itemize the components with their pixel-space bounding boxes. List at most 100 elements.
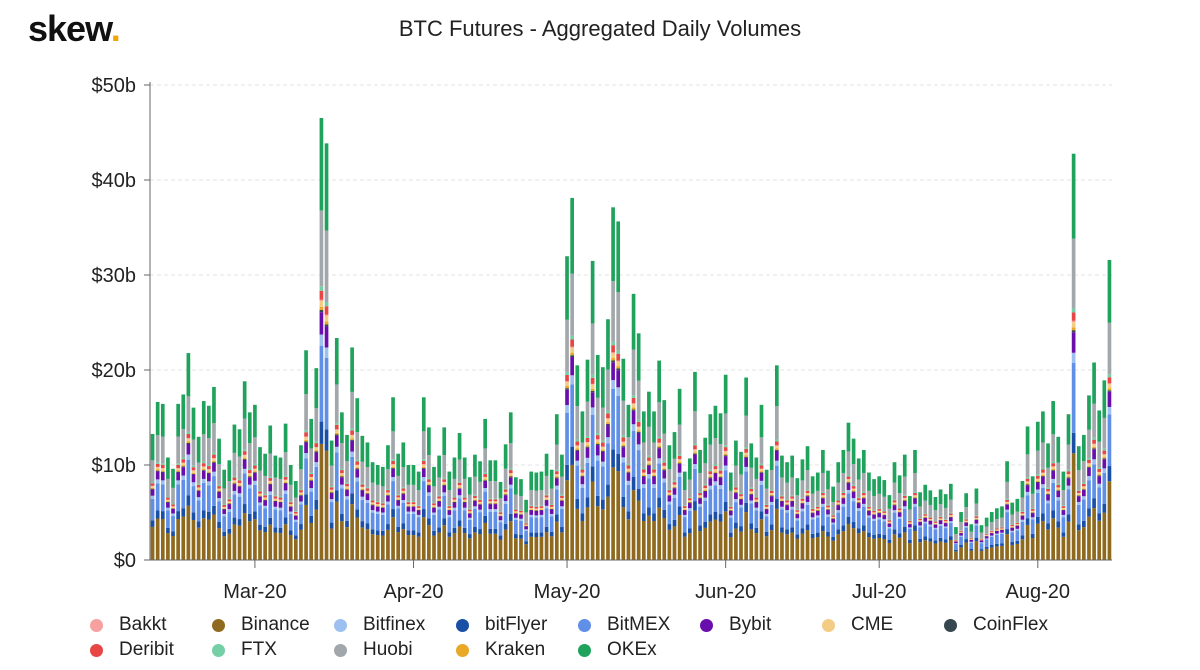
bar-segment-bybit	[698, 498, 702, 504]
bar-segment-bitflyer	[754, 527, 759, 534]
legend-item-bakkt[interactable]: Bakkt	[90, 614, 212, 636]
bar-segment-coinflex	[631, 409, 636, 411]
legend-item-coinflex[interactable]: CoinFlex	[944, 614, 1066, 636]
bar-segment-okex	[774, 365, 779, 407]
bar-segment-bitmex	[647, 478, 651, 508]
legend-item-kraken[interactable]: Kraken	[456, 639, 578, 661]
bar-segment-bakkt	[595, 439, 600, 440]
bar-segment-bybit	[432, 507, 436, 513]
bar-segment-binance	[263, 532, 267, 560]
bar-segment-bitflyer	[913, 525, 917, 532]
bar-segment-coinflex	[708, 477, 713, 479]
bar-segment-huobi	[785, 482, 789, 500]
bar-segment-ftx	[1025, 477, 1030, 479]
bar-segment-cme	[253, 469, 257, 472]
bar-segment-ftx	[232, 476, 237, 478]
bar-segment-bitflyer	[365, 523, 370, 530]
bar-segment-kraken	[432, 506, 436, 508]
bar-segment-bitflyer	[867, 532, 871, 538]
bar-segment-ftx	[626, 463, 631, 466]
bar-segment-cme	[345, 486, 349, 489]
bar-segment-bitmex	[539, 517, 544, 533]
bar-segment-bitflyer	[508, 513, 513, 522]
bar-segment-cme	[590, 384, 595, 389]
bar-segment-ftx	[565, 371, 569, 375]
legend-item-huobi[interactable]: Huobi	[334, 639, 456, 661]
bar-segment-cme	[867, 508, 871, 510]
bar-segment-kraken	[882, 514, 887, 515]
bar-segment-binance	[217, 528, 221, 560]
bar-stack	[416, 471, 421, 560]
legend-item-bitfinex[interactable]: Bitfinex	[334, 614, 456, 636]
bar-stack	[196, 436, 201, 560]
legend-item-bitflyer[interactable]: bitFlyer	[456, 614, 578, 636]
bar-segment-ftx	[1005, 498, 1009, 500]
bar-segment-bitfinex	[191, 482, 196, 487]
bar-segment-ftx	[360, 483, 365, 485]
bar-segment-kraken	[232, 482, 237, 484]
bar-segment-kraken	[754, 501, 759, 503]
bar-segment-kraken	[1056, 489, 1061, 491]
bar-segment-huobi	[365, 467, 370, 488]
bar-segment-ftx	[1020, 511, 1025, 512]
bar-segment-huobi	[856, 479, 861, 498]
bar-segment-bitmex	[176, 484, 180, 512]
bar-stack	[411, 465, 416, 560]
bar-segment-cme	[155, 467, 160, 470]
bar-segment-cme	[355, 465, 360, 468]
bar-segment-cme	[882, 513, 887, 515]
bar-segment-bitflyer	[212, 505, 216, 515]
bar-segment-huobi	[902, 476, 907, 495]
legend-item-okex[interactable]: OKEx	[578, 639, 700, 661]
bar-segment-coinflex	[800, 503, 805, 504]
bar-segment-bitfinex	[989, 535, 994, 537]
bar-segment-deribit	[938, 517, 943, 519]
bar-segment-okex	[703, 437, 708, 464]
bar-segment-cme	[943, 521, 948, 523]
bar-segment-binance	[452, 533, 457, 560]
bar-segment-bitflyer	[713, 511, 718, 520]
bar-segment-coinflex	[150, 488, 155, 490]
bar-segment-ftx	[739, 493, 743, 495]
legend-item-deribit[interactable]: Deribit	[90, 639, 212, 661]
bar-segment-coinflex	[780, 500, 784, 502]
bar-segment-huobi	[473, 476, 477, 495]
bar-segment-binance	[703, 527, 708, 560]
legend-item-ftx[interactable]: FTX	[212, 639, 334, 661]
bar-segment-okex	[708, 414, 713, 445]
bar-segment-binance	[386, 529, 390, 560]
bar-segment-bybit	[1056, 490, 1061, 498]
legend-item-bybit[interactable]: Bybit	[700, 614, 822, 636]
bar-stack	[201, 401, 206, 560]
bar-segment-bybit	[314, 452, 319, 463]
bar-segment-bitflyer	[273, 527, 278, 533]
bar-segment-bakkt	[186, 438, 191, 439]
bar-segment-bitflyer	[918, 538, 922, 543]
bar-segment-deribit	[708, 471, 713, 475]
bar-segment-bakkt	[350, 434, 354, 436]
bar-segment-cme	[938, 518, 943, 520]
bar-segment-binance	[437, 532, 441, 560]
bar-segment-ftx	[810, 508, 815, 510]
bar-segment-bitmex	[201, 482, 206, 511]
bar-segment-binance	[508, 521, 513, 560]
bar-segment-okex	[872, 479, 876, 497]
bar-segment-kraken	[836, 503, 841, 505]
bar-segment-okex	[836, 462, 841, 483]
bar-segment-okex	[1076, 446, 1081, 470]
bar-segment-bitfinex	[345, 496, 349, 500]
legend-item-binance[interactable]: Binance	[212, 614, 334, 636]
bar-segment-bitfinex	[841, 503, 846, 507]
bar-segment-ftx	[304, 430, 308, 433]
bar-segment-bitmex	[723, 470, 728, 502]
bar-segment-deribit	[810, 509, 815, 511]
bar-segment-bitflyer	[677, 506, 682, 516]
legend-item-cme[interactable]: CME	[822, 614, 944, 636]
bar-segment-deribit	[314, 443, 319, 448]
bar-segment-deribit	[427, 479, 431, 482]
bar-segment-okex	[237, 429, 242, 457]
bar-segment-okex	[800, 459, 805, 481]
legend-item-bitmex[interactable]: BitMEX	[578, 614, 700, 636]
bar-segment-bitfinex	[160, 480, 165, 485]
bar-segment-okex	[478, 461, 482, 482]
